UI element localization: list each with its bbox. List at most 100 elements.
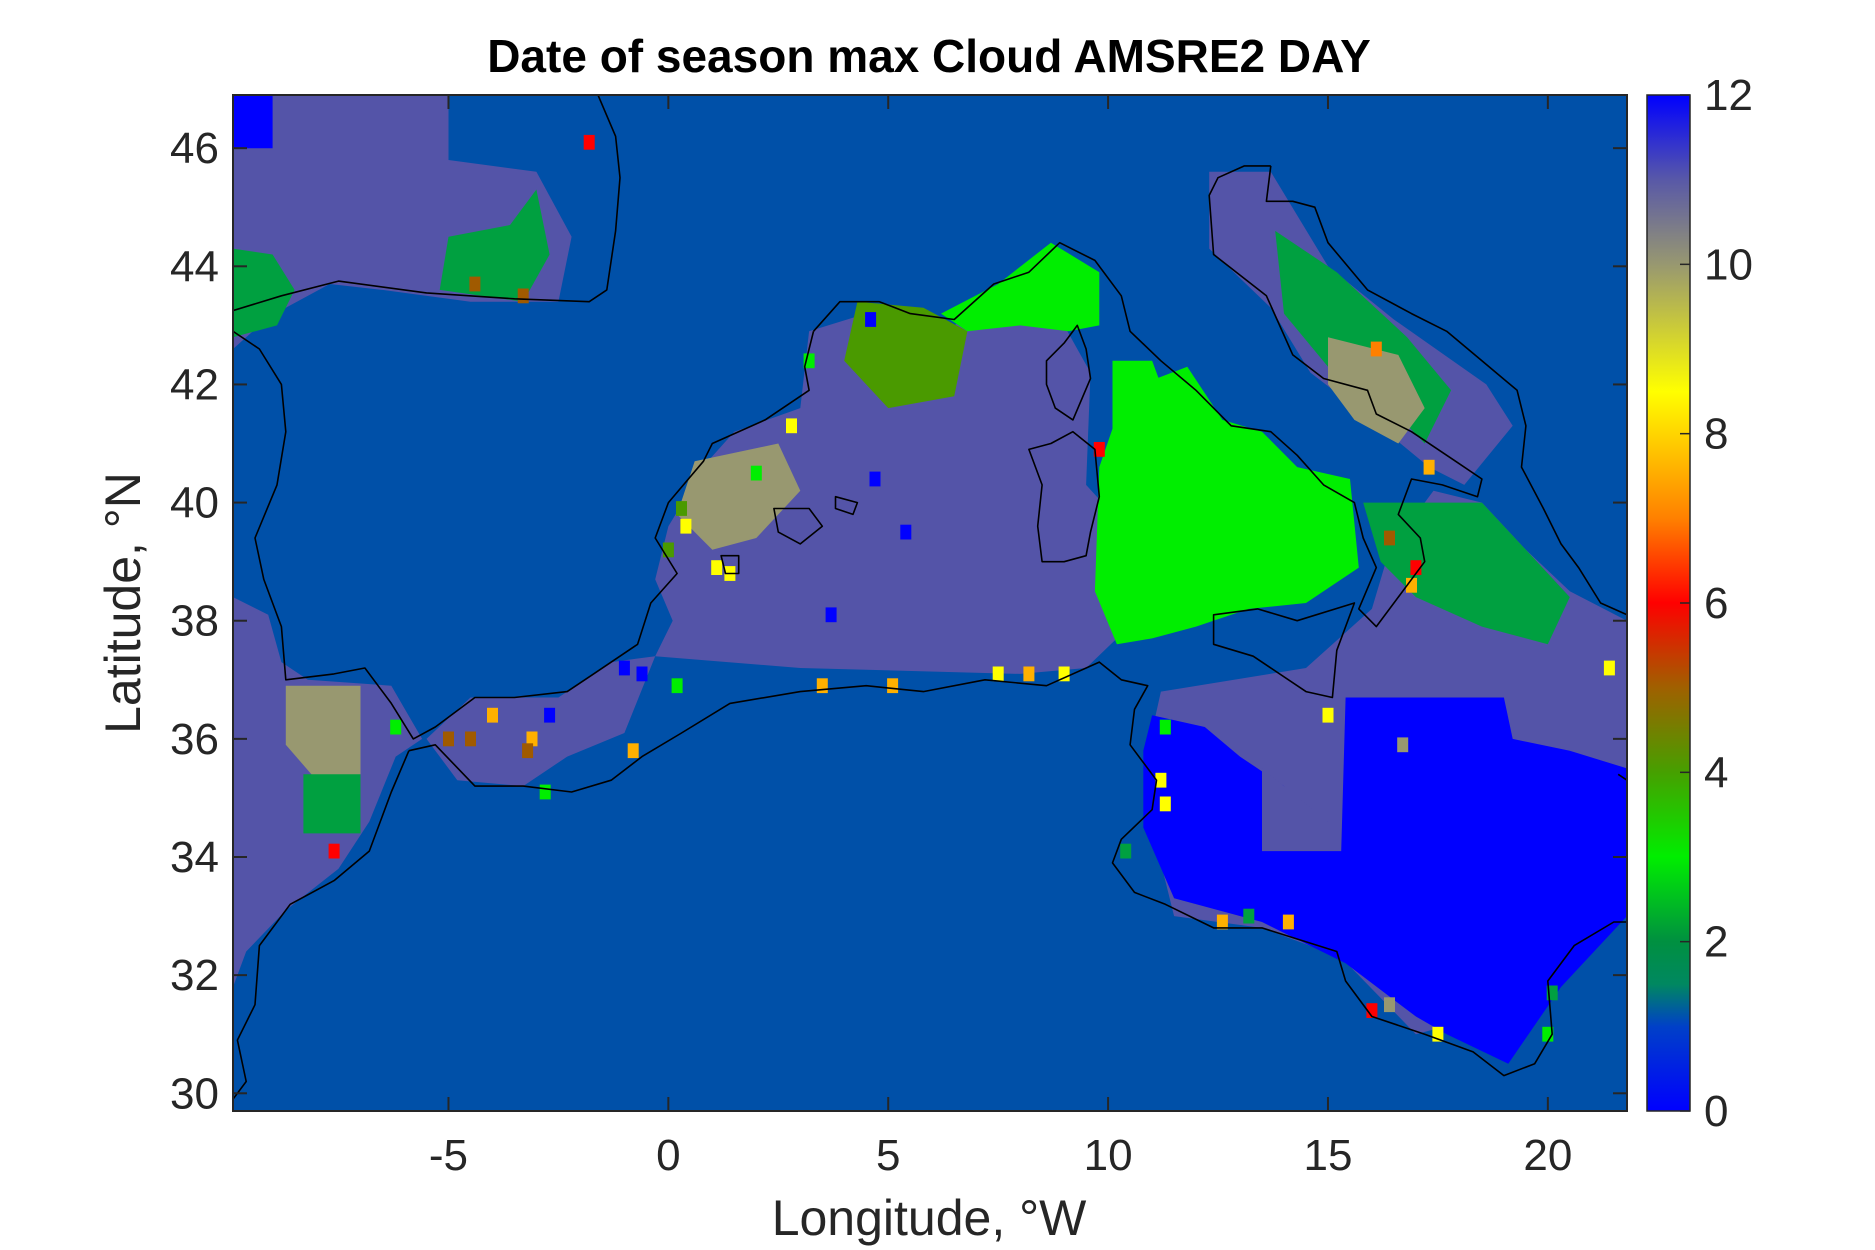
value-pixel [816,678,828,694]
x-tick-label: 5 [876,1131,900,1180]
y-tick-label: 34 [170,833,219,882]
x-tick-label: 15 [1303,1131,1352,1180]
chart-title: Date of season max Cloud AMSRE2 DAY [487,30,1371,82]
region-morocco-green [303,774,361,834]
value-pixel [522,743,534,759]
region-galicia-green [233,248,295,338]
coastline-france-south [812,165,1483,628]
value-pixel [517,288,529,304]
value-pixel [627,743,639,759]
x-tick-label: 0 [656,1131,680,1180]
value-pixel [1384,530,1395,546]
value-pixel [1423,459,1435,475]
region-sardinia-east-green [1112,360,1170,450]
y-axis: 46 44 42 40 38 36 34 32 30 [170,124,1627,1118]
coastline-balkans [1265,165,1627,616]
value-pixel [992,666,1004,682]
coastline-sardinia [1028,430,1101,563]
value-pixel [465,731,476,747]
colorbar-tick-label: 10 [1704,240,1753,289]
value-pixel [1058,666,1070,682]
colorbar-tick-label: 2 [1704,918,1728,967]
value-pixel [1370,341,1382,357]
coastline-corsica [1045,324,1092,421]
value-pixel [487,707,498,723]
value-pixel [900,524,912,540]
y-tick-label: 46 [170,124,219,173]
coastline-sicily [1212,602,1356,699]
x-tick-label: 10 [1084,1131,1133,1180]
x-tick-label: -5 [429,1131,468,1180]
y-tick-label: 38 [170,597,219,646]
value-pixel [1155,772,1167,788]
colorbar: 12 10 8 6 4 2 0 [1646,71,1753,1136]
colorbar-tick-label: 12 [1704,71,1753,120]
value-pixel [583,134,595,150]
value-pixel [887,678,899,694]
value-speckles [328,134,1615,1042]
region-ligurian-green [941,242,1100,332]
y-axis-label: Latitude, °N [95,472,151,734]
value-pixel [1397,737,1409,753]
region-western-basin [655,278,1188,674]
value-pixel [1282,914,1294,930]
coastline-iberia-mediterranean [233,330,815,740]
y-tick-label: 42 [170,360,219,409]
value-pixel [750,465,762,481]
coastline-ibiza [720,554,740,575]
coastline-iberia [233,95,621,312]
value-pixel [1322,707,1334,723]
value-pixel [1546,985,1558,1001]
value-pixel [1243,908,1255,924]
colorbar-tick-label: 4 [1704,748,1728,797]
value-pixel [680,518,692,534]
y-tick-label: 30 [170,1069,219,1118]
coastline-crete-edge [1617,773,1627,781]
plot-area [232,94,1628,1112]
value-pixel [1120,843,1132,859]
value-pixel [1542,1026,1554,1042]
region-lion-gulf-olive [844,301,968,409]
region-ionian-green [1363,502,1570,645]
value-pixel [390,719,402,735]
value-pixel [803,353,815,369]
colorbar-tick-label: 6 [1704,579,1728,628]
value-regions [233,95,1627,1064]
value-pixel [1216,914,1228,930]
value-pixel [544,707,556,723]
value-pixel [443,731,454,747]
value-pixel [526,731,538,747]
value-pixel [869,471,881,487]
coastline-mallorca [773,507,824,545]
coastline-north-africa [408,661,1627,1077]
value-pixel [1406,577,1417,593]
region-biscay-blue-corner [233,95,273,149]
region-balearic-olive [677,443,801,550]
colorbar-tick-label: 0 [1704,1087,1728,1136]
region-biscay-green [439,189,550,302]
value-pixel [1410,560,1422,575]
value-pixel [328,843,340,859]
value-pixel [825,607,837,623]
region-tyrrhenian-green [1094,366,1359,645]
x-tick-label: 20 [1523,1131,1572,1180]
value-pixel [865,312,877,327]
value-pixel [671,678,683,694]
value-pixel [1366,1003,1378,1018]
y-tick-label: 32 [170,951,219,1000]
y-tick-label: 44 [170,242,219,291]
coastline-morocco-atlantic [233,750,410,1100]
value-pixel [1432,1026,1444,1042]
value-pixel [786,418,797,434]
value-pixel [469,276,481,292]
value-pixel [1159,719,1171,735]
value-pixel [1603,660,1615,676]
value-pixel [1093,442,1105,457]
region-alboran-sea [426,656,656,787]
value-pixel [618,660,630,676]
value-pixel [1023,666,1035,682]
y-tick-label: 40 [170,479,219,528]
region-morocco-olive [285,685,361,781]
region-adriatic-olive [1328,337,1425,444]
